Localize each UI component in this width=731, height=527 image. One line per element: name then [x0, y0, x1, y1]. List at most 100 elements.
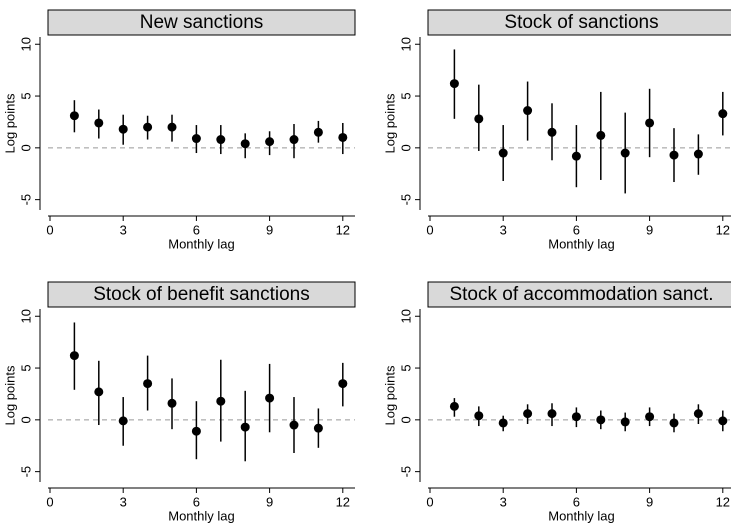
point-estimate [693, 409, 703, 419]
y-tick-label: 0 [18, 416, 33, 423]
y-tick-label: -5 [18, 194, 33, 206]
point-estimate [523, 106, 533, 116]
y-tick-label: -5 [18, 466, 33, 478]
x-axis-label: Monthly lag [548, 508, 614, 523]
y-axis-label: Log points [2, 93, 17, 153]
point-estimate [571, 412, 581, 422]
x-tick-label: 3 [500, 222, 507, 237]
point-estimate [693, 149, 703, 159]
x-axis-label: Monthly lag [168, 236, 234, 251]
point-estimate [265, 137, 275, 147]
y-axis-label: Log points [382, 365, 397, 425]
x-axis-label: Monthly lag [168, 508, 234, 523]
x-axis-label: Monthly lag [548, 236, 614, 251]
y-tick-label: -5 [398, 194, 413, 206]
x-tick-label: 0 [46, 222, 53, 237]
x-tick-label: 3 [120, 222, 127, 237]
point-estimate [338, 379, 348, 389]
point-estimate [474, 114, 484, 124]
x-tick-label: 0 [426, 222, 433, 237]
point-estimate [547, 127, 557, 137]
point-estimate [216, 396, 226, 406]
point-estimate [596, 130, 606, 140]
point-estimate [191, 426, 201, 436]
panel-title: Stock of accommodation sanct. [449, 284, 713, 305]
x-tick-label: 12 [336, 494, 350, 509]
y-tick-label: 5 [398, 92, 413, 99]
point-estimate [289, 420, 299, 430]
point-estimate [620, 417, 630, 427]
x-tick-label: 6 [573, 494, 580, 509]
y-tick-label: 5 [18, 92, 33, 99]
point-estimate [191, 134, 201, 144]
panel-title: Stock of benefit sanctions [93, 284, 310, 305]
point-estimate [498, 148, 508, 158]
panel-title: New sanctions [140, 12, 264, 33]
point-estimate [143, 379, 153, 389]
y-tick-label: 10 [18, 309, 33, 323]
y-axis-label: Log points [2, 365, 17, 425]
y-axis-label: Log points [382, 93, 397, 153]
point-estimate [216, 135, 226, 145]
y-tick-label: 5 [18, 364, 33, 371]
point-estimate [596, 415, 606, 425]
point-estimate [523, 409, 533, 419]
title-box [427, 281, 731, 308]
x-tick-label: 6 [193, 494, 200, 509]
x-tick-label: 9 [646, 222, 653, 237]
point-estimate [265, 393, 275, 403]
point-estimate [547, 409, 557, 419]
y-tick-label: 10 [398, 37, 413, 51]
point-estimate [474, 411, 484, 421]
point-estimate [718, 416, 728, 426]
point-estimate [645, 412, 655, 422]
y-tick-label: 10 [18, 37, 33, 51]
title-box [427, 9, 731, 36]
y-tick-label: 0 [18, 144, 33, 151]
point-estimate [338, 132, 348, 142]
point-estimate [94, 118, 104, 128]
x-tick-label: 12 [336, 222, 350, 237]
x-tick-label: 0 [426, 494, 433, 509]
x-tick-label: 3 [120, 494, 127, 509]
point-estimate [240, 422, 250, 432]
point-estimate [620, 148, 630, 158]
point-estimate [313, 127, 323, 137]
y-tick-label: 0 [398, 416, 413, 423]
title-box [47, 281, 356, 308]
point-estimate [669, 418, 679, 428]
point-estimate [449, 79, 459, 89]
point-estimate [240, 139, 250, 149]
point-estimate [289, 135, 299, 145]
point-estimate [143, 122, 153, 132]
point-estimate [669, 150, 679, 160]
point-estimate [69, 351, 79, 361]
x-tick-label: 3 [500, 494, 507, 509]
point-estimate [718, 109, 728, 119]
x-tick-label: 12 [716, 222, 730, 237]
y-tick-label: 5 [398, 364, 413, 371]
point-estimate [498, 418, 508, 428]
point-estimate [167, 398, 177, 408]
y-tick-label: 10 [398, 309, 413, 323]
y-tick-label: 0 [398, 144, 413, 151]
point-estimate [645, 118, 655, 128]
title-box [47, 9, 356, 36]
y-tick-label: -5 [398, 466, 413, 478]
point-estimate [313, 423, 323, 433]
point-estimate [571, 151, 581, 161]
point-estimate [449, 401, 459, 411]
point-estimate [118, 416, 128, 426]
x-tick-label: 12 [716, 494, 730, 509]
x-tick-label: 9 [266, 222, 273, 237]
x-tick-label: 0 [46, 494, 53, 509]
point-estimate [69, 111, 79, 121]
point-estimate [94, 387, 104, 397]
x-tick-label: 9 [266, 494, 273, 509]
x-tick-label: 6 [193, 222, 200, 237]
panel-title: Stock of sanctions [504, 12, 658, 33]
x-tick-label: 9 [646, 494, 653, 509]
point-estimate [167, 122, 177, 132]
x-tick-label: 6 [573, 222, 580, 237]
